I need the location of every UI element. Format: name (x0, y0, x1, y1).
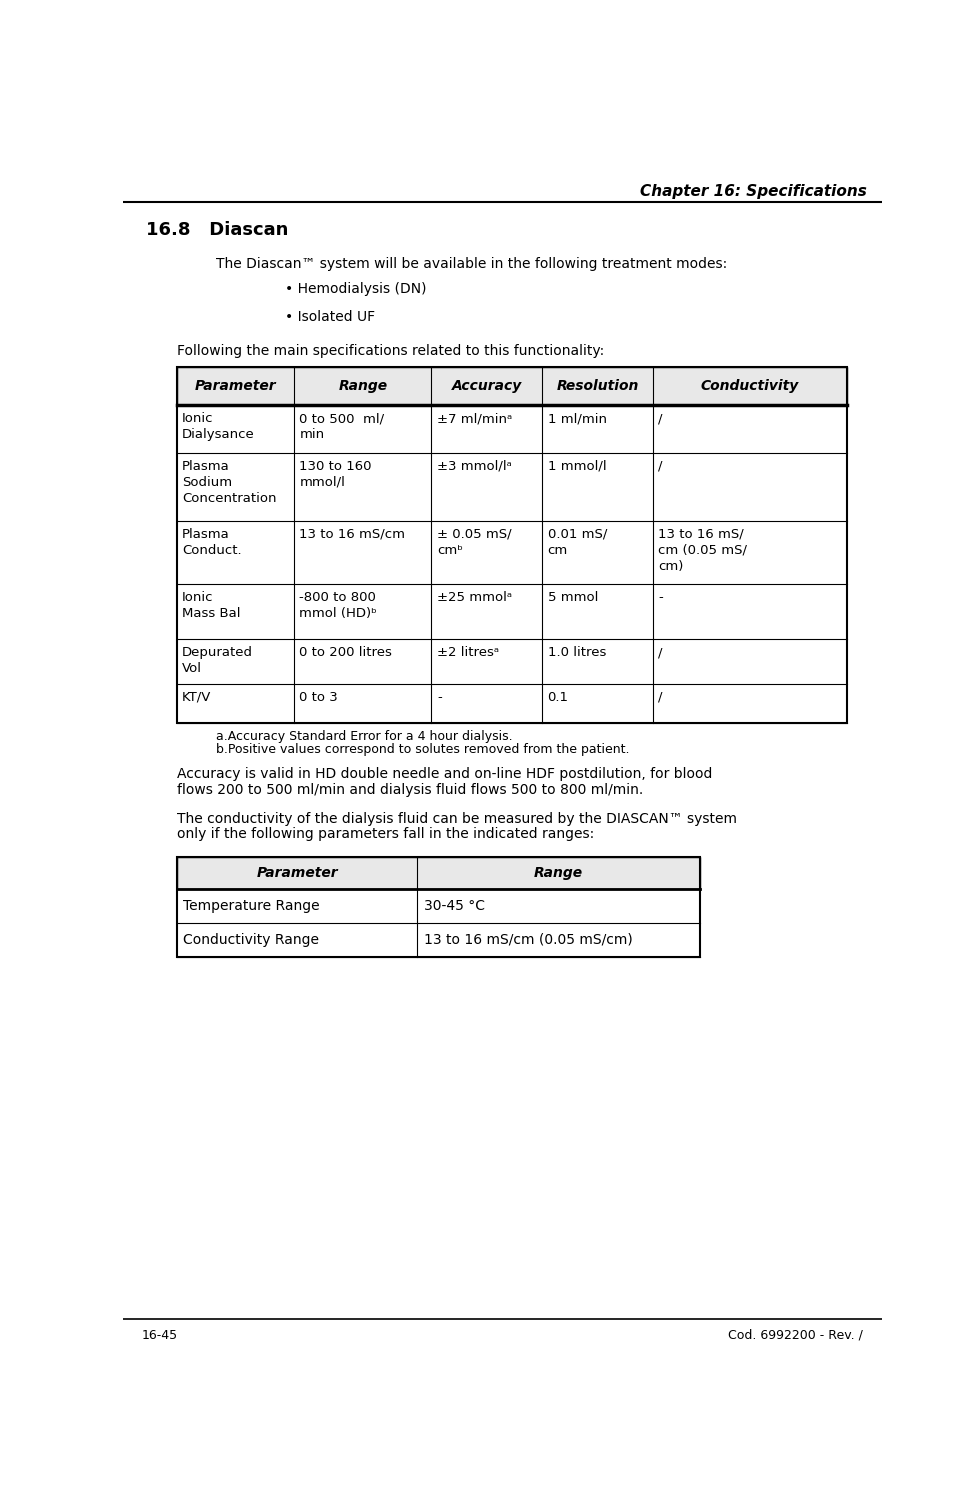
Text: 13 to 16 mS/
cm (0.05 mS/
cm): 13 to 16 mS/ cm (0.05 mS/ cm) (659, 528, 747, 573)
Bar (176, 584, 847, 639)
Bar (176, 684, 847, 722)
Text: The conductivity of the dialysis fluid can be measured by the DIASCAN™ system: The conductivity of the dialysis fluid c… (176, 812, 737, 826)
Text: 0 to 3: 0 to 3 (300, 690, 338, 704)
Text: only if the following parameters fall in the indicated ranges:: only if the following parameters fall in… (176, 827, 594, 841)
Text: -: - (437, 690, 442, 704)
Text: Conductivity: Conductivity (701, 379, 799, 393)
Text: ±2 litresᵃ: ±2 litresᵃ (437, 647, 499, 659)
Text: 0.01 mS/
cm: 0.01 mS/ cm (548, 528, 607, 556)
Text: 13 to 16 mS/cm (0.05 mS/cm): 13 to 16 mS/cm (0.05 mS/cm) (423, 932, 632, 946)
Text: 0.1: 0.1 (548, 690, 568, 704)
Text: 0 to 500  ml/
min: 0 to 500 ml/ min (300, 412, 384, 441)
Bar (176, 367, 847, 722)
Text: KT/V: KT/V (182, 690, 212, 704)
Bar (176, 367, 847, 405)
Text: 30-45 °C: 30-45 °C (423, 899, 484, 913)
Text: ±25 mmolᵃ: ±25 mmolᵃ (437, 591, 512, 605)
Text: The Diascan™ system will be available in the following treatment modes:: The Diascan™ system will be available in… (216, 257, 727, 272)
Text: Accuracy is valid in HD double needle and on-line HDF postdilution, for blood: Accuracy is valid in HD double needle an… (176, 767, 712, 781)
Text: 130 to 160
mmol/l: 130 to 160 mmol/l (300, 460, 372, 489)
Bar (176, 453, 847, 520)
Text: /: / (659, 647, 662, 659)
Text: 0 to 200 litres: 0 to 200 litres (300, 647, 392, 659)
Text: Cod. 6992200 - Rev. /: Cod. 6992200 - Rev. / (728, 1328, 862, 1342)
Text: Range: Range (338, 379, 387, 393)
Text: Ionic
Mass Bal: Ionic Mass Bal (182, 591, 241, 620)
Text: 1 ml/min: 1 ml/min (548, 412, 607, 426)
Text: • Hemodialysis (DN): • Hemodialysis (DN) (285, 283, 426, 296)
Text: Accuracy: Accuracy (452, 379, 522, 393)
Text: Depurated
Vol: Depurated Vol (182, 647, 253, 675)
Text: Plasma
Conduct.: Plasma Conduct. (182, 528, 242, 556)
Text: flows 200 to 500 ml/min and dialysis fluid flows 500 to 800 ml/min.: flows 200 to 500 ml/min and dialysis flu… (176, 782, 643, 797)
Text: 16.8   Diascan: 16.8 Diascan (146, 221, 288, 239)
Text: ±7 ml/minᵃ: ±7 ml/minᵃ (437, 412, 513, 426)
Text: /: / (659, 412, 662, 426)
Text: 5 mmol: 5 mmol (548, 591, 598, 605)
Text: 1.0 litres: 1.0 litres (548, 647, 606, 659)
Text: /: / (659, 690, 662, 704)
Text: ± 0.05 mS/
cmᵇ: ± 0.05 mS/ cmᵇ (437, 528, 512, 556)
Text: -800 to 800
mmol (HD)ᵇ: -800 to 800 mmol (HD)ᵇ (300, 591, 377, 620)
Bar (176, 923, 700, 957)
Text: Conductivity Range: Conductivity Range (183, 932, 318, 946)
Text: Plasma
Sodium
Concentration: Plasma Sodium Concentration (182, 460, 276, 505)
Bar (176, 639, 847, 684)
Text: ±3 mmol/lᵃ: ±3 mmol/lᵃ (437, 460, 512, 472)
Bar (176, 889, 700, 923)
Text: Following the main specifications related to this functionality:: Following the main specifications relate… (176, 344, 604, 358)
Bar (176, 857, 700, 889)
Bar (176, 405, 847, 453)
Text: 13 to 16 mS/cm: 13 to 16 mS/cm (300, 528, 406, 541)
Text: Temperature Range: Temperature Range (183, 899, 319, 913)
Text: a.Accuracy Standard Error for a 4 hour dialysis.: a.Accuracy Standard Error for a 4 hour d… (216, 731, 513, 743)
Text: Range: Range (534, 866, 583, 880)
Text: Parameter: Parameter (195, 379, 276, 393)
Text: 1 mmol/l: 1 mmol/l (548, 460, 607, 472)
Bar (176, 857, 700, 957)
Text: /: / (659, 460, 662, 472)
Text: 16-45: 16-45 (142, 1328, 178, 1342)
Text: Ionic
Dialysance: Ionic Dialysance (182, 412, 255, 441)
Bar (176, 520, 847, 584)
Text: Chapter 16: Specifications: Chapter 16: Specifications (640, 183, 866, 199)
Text: b.Positive values correspond to solutes removed from the patient.: b.Positive values correspond to solutes … (216, 743, 629, 757)
Text: -: - (659, 591, 662, 605)
Text: Resolution: Resolution (557, 379, 639, 393)
Text: • Isolated UF: • Isolated UF (285, 310, 375, 323)
Text: Parameter: Parameter (256, 866, 338, 880)
